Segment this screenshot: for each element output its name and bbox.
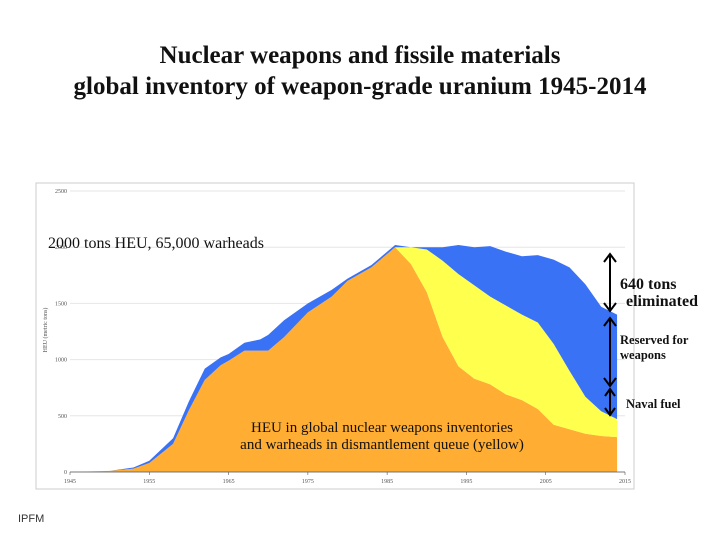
annotation-reserved-line-2: weapons — [620, 348, 666, 362]
x-tick-label: 1945 — [64, 479, 76, 485]
x-tick-label: 2005 — [540, 479, 552, 485]
naval-fuel-area — [70, 244, 618, 472]
x-tick-label: 1975 — [302, 479, 314, 485]
annotation-eliminated-line-1: 640 tons — [620, 276, 676, 293]
x-tick-label: 1965 — [223, 479, 235, 485]
x-tick-label: 1995 — [460, 479, 472, 485]
x-tick-label: 2015 — [619, 479, 631, 485]
title-line-2: global inventory of weapon-grade uranium… — [73, 73, 647, 100]
annotation-eliminated-line-2: eliminated — [626, 293, 698, 310]
reserved-for-weapons-area — [70, 247, 618, 472]
reserved-bracket-arrow — [603, 316, 617, 388]
y-tick-label: 0 — [64, 470, 67, 476]
y-tick-label: 500 — [58, 414, 67, 420]
chart-title: Nuclear weapons and fissile materials gl… — [0, 40, 720, 102]
annotation-naval-fuel: Naval fuel — [626, 397, 681, 411]
title-line-1: Nuclear weapons and fissile materials — [159, 42, 561, 69]
y-tick-label: 2500 — [55, 189, 67, 195]
annotation-inner-line-1: HEU in global nuclear weapons inventorie… — [251, 420, 513, 436]
y-tick-label: 1000 — [55, 358, 67, 364]
annotation-inner-line-2: and warheads in dismantlement queue (yel… — [240, 437, 524, 453]
source-footer: IPFM — [18, 513, 45, 525]
eliminated-bracket-arrow — [603, 252, 617, 313]
axes: 0 500 1000 1500 2000 2500 1945 1955 1965 1975 1985… — [55, 189, 631, 485]
y-tick-label: 1500 — [55, 301, 67, 307]
x-tick-label: 1955 — [143, 479, 155, 485]
annotation-reserved-line-1: Reserved for — [620, 333, 689, 347]
naval-fuel-bracket-arrow — [604, 387, 616, 417]
x-tick-label: 1985 — [381, 479, 393, 485]
annotation-peak: 2000 tons HEU, 65,000 warheads — [48, 235, 264, 252]
y-axis-label: HEU (metric tons) — [42, 308, 49, 353]
weapons-inventory-area — [70, 247, 618, 472]
y-tick-label: 2000 — [55, 245, 67, 251]
data-areas — [70, 244, 618, 472]
